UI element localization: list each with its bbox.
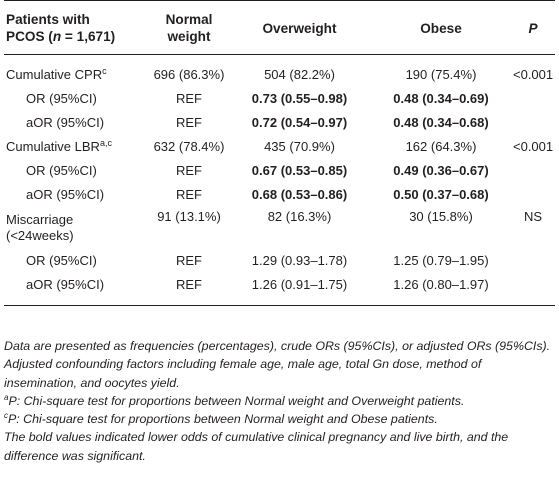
row-label-sup: a,c	[99, 138, 112, 148]
cell-p: NS	[523, 209, 543, 224]
header-patients-line1: Patients with	[6, 12, 90, 27]
cell-p	[511, 159, 555, 183]
row-label: Miscarriage (<24weeks)	[4, 207, 150, 249]
cell-overweight: 0.68 (0.53–0.86)	[251, 187, 348, 202]
cell-overweight: 1.26 (0.91–1.75)	[228, 273, 371, 306]
table-row: OR (95%CI) REF 0.67 (0.53–0.85) 0.49 (0.…	[4, 159, 555, 183]
row-label: OR (95%CI)	[26, 91, 97, 106]
cell-obese: 0.50 (0.37–0.68)	[393, 187, 489, 202]
table-row: OR (95%CI) REF 0.73 (0.55–0.98) 0.48 (0.…	[4, 87, 555, 111]
header-patients-line2a: PCOS (	[6, 29, 53, 44]
footnote-a-sup: a	[4, 392, 9, 402]
footnote-a: aP: Chi-square test for proportions betw…	[4, 392, 552, 410]
cell-normal: 696 (86.3%)	[153, 67, 225, 82]
cell-normal: REF	[176, 163, 202, 178]
header-patients-n: n	[52, 29, 62, 44]
row-label: OR (95%CI)	[26, 253, 97, 268]
cell-normal: 632 (78.4%)	[153, 139, 225, 154]
table-row: Cumulative CPRc 696 (86.3%) 504 (82.2%) …	[4, 55, 555, 88]
table-row: aOR (95%CI) REF 1.26 (0.91–1.75) 1.26 (0…	[4, 273, 555, 306]
cell-overweight: 504 (82.2%)	[264, 67, 335, 82]
table-row: Miscarriage (<24weeks) 91 (13.1%) 82 (16.…	[4, 207, 555, 249]
header-patients: Patients with PCOS (n = 1,671)	[4, 0, 150, 55]
cell-obese: 0.48 (0.34–0.69)	[393, 91, 489, 106]
table-footnotes: Data are presented as frequencies (perce…	[4, 337, 552, 465]
cell-obese: 30 (15.8%)	[409, 209, 473, 224]
cell-obese: 162 (64.3%)	[405, 139, 477, 154]
cell-normal: REF	[176, 253, 202, 268]
footnote-a-text: P: Chi-square test for proportions betwe…	[8, 393, 465, 408]
header-normal-weight: Normal weight	[150, 0, 228, 55]
footnote-bold: The bold values indicated lower odds of …	[4, 430, 509, 463]
row-label-line1: Miscarriage	[6, 212, 74, 227]
row-label: aOR (95%CI)	[26, 115, 105, 130]
row-label-sup: c	[102, 66, 107, 76]
cell-obese: 190 (75.4%)	[405, 67, 477, 82]
row-label-text: Cumulative CPR	[6, 67, 103, 82]
header-normal-line1: Normal	[165, 12, 213, 27]
row-label: aOR (95%CI)	[4, 273, 150, 306]
footnote-main: Data are presented as frequencies (perce…	[4, 339, 551, 390]
header-patients-line2b: = 1,671)	[61, 29, 116, 44]
cell-obese: 0.48 (0.34–0.68)	[393, 115, 489, 130]
footnote-c: cP: Chi-square test for proportions betw…	[4, 410, 552, 428]
cell-normal: REF	[176, 115, 202, 130]
row-label: OR (95%CI)	[26, 163, 97, 178]
row-label: Cumulative CPRc	[4, 55, 150, 88]
header-overweight: Overweight	[228, 0, 371, 55]
cell-overweight: 435 (70.9%)	[264, 139, 335, 154]
cell-overweight: 0.73 (0.55–0.98)	[251, 91, 348, 106]
cell-p	[511, 249, 555, 273]
cell-overweight: 0.67 (0.53–0.85)	[251, 163, 348, 178]
row-label-text: Cumulative LBR	[6, 139, 100, 154]
cell-p	[511, 87, 555, 111]
table-row: OR (95%CI) REF 1.29 (0.93–1.78) 1.25 (0.…	[4, 249, 555, 273]
row-label: aOR (95%CI)	[26, 187, 105, 202]
table-row: Cumulative LBRa,c 632 (78.4%) 435 (70.9%…	[4, 135, 555, 159]
cell-normal: REF	[176, 91, 202, 106]
table-row: aOR (95%CI) REF 0.68 (0.53–0.86) 0.50 (0…	[4, 183, 555, 207]
cell-normal: 91 (13.1%)	[157, 209, 221, 224]
cell-p: <0.001	[513, 139, 554, 154]
cell-p: <0.001	[513, 67, 554, 82]
cell-overweight: 0.72 (0.54–0.97)	[251, 115, 348, 130]
footnote-c-text: P: Chi-square test for proportions betwe…	[8, 412, 438, 427]
footnote-c-sup: c	[4, 411, 8, 421]
cell-obese: 1.25 (0.79–1.95)	[393, 253, 489, 268]
cell-overweight: 1.29 (0.93–1.78)	[251, 253, 348, 268]
cell-obese: 1.26 (0.80–1.97)	[371, 273, 511, 306]
cell-p	[511, 273, 555, 306]
header-row: Patients with PCOS (n = 1,671) Normal we…	[4, 0, 555, 55]
row-label: Cumulative LBRa,c	[4, 135, 150, 159]
header-normal-line2: weight	[167, 29, 211, 44]
cell-obese: 0.49 (0.36–0.67)	[393, 163, 489, 178]
cell-normal: REF	[176, 187, 202, 202]
cell-normal: REF	[150, 273, 228, 306]
cell-overweight: 82 (16.3%)	[267, 209, 332, 224]
cell-p	[511, 111, 555, 135]
table-row: aOR (95%CI) REF 0.72 (0.54–0.97) 0.48 (0…	[4, 111, 555, 135]
cell-p	[511, 183, 555, 207]
row-label-line2: (<24weeks)	[6, 228, 74, 243]
header-obese: Obese	[371, 0, 511, 55]
results-table: Patients with PCOS (n = 1,671) Normal we…	[4, 0, 555, 306]
header-p-value: P	[511, 0, 555, 55]
